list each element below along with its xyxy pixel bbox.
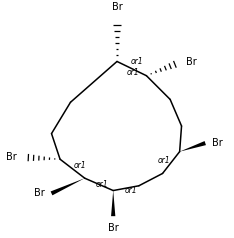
Text: Br: Br	[212, 138, 223, 148]
Text: or1: or1	[124, 186, 137, 195]
Text: Br: Br	[112, 2, 122, 12]
Text: or1: or1	[157, 156, 170, 165]
Polygon shape	[180, 141, 206, 152]
Text: or1: or1	[73, 161, 86, 170]
Polygon shape	[51, 178, 85, 195]
Text: or1: or1	[130, 57, 143, 66]
Text: Br: Br	[186, 57, 197, 67]
Text: Br: Br	[34, 188, 45, 198]
Text: Br: Br	[108, 223, 119, 233]
Polygon shape	[111, 191, 115, 216]
Text: or1: or1	[96, 180, 109, 189]
Text: or1: or1	[126, 68, 139, 77]
Text: Br: Br	[6, 152, 16, 162]
